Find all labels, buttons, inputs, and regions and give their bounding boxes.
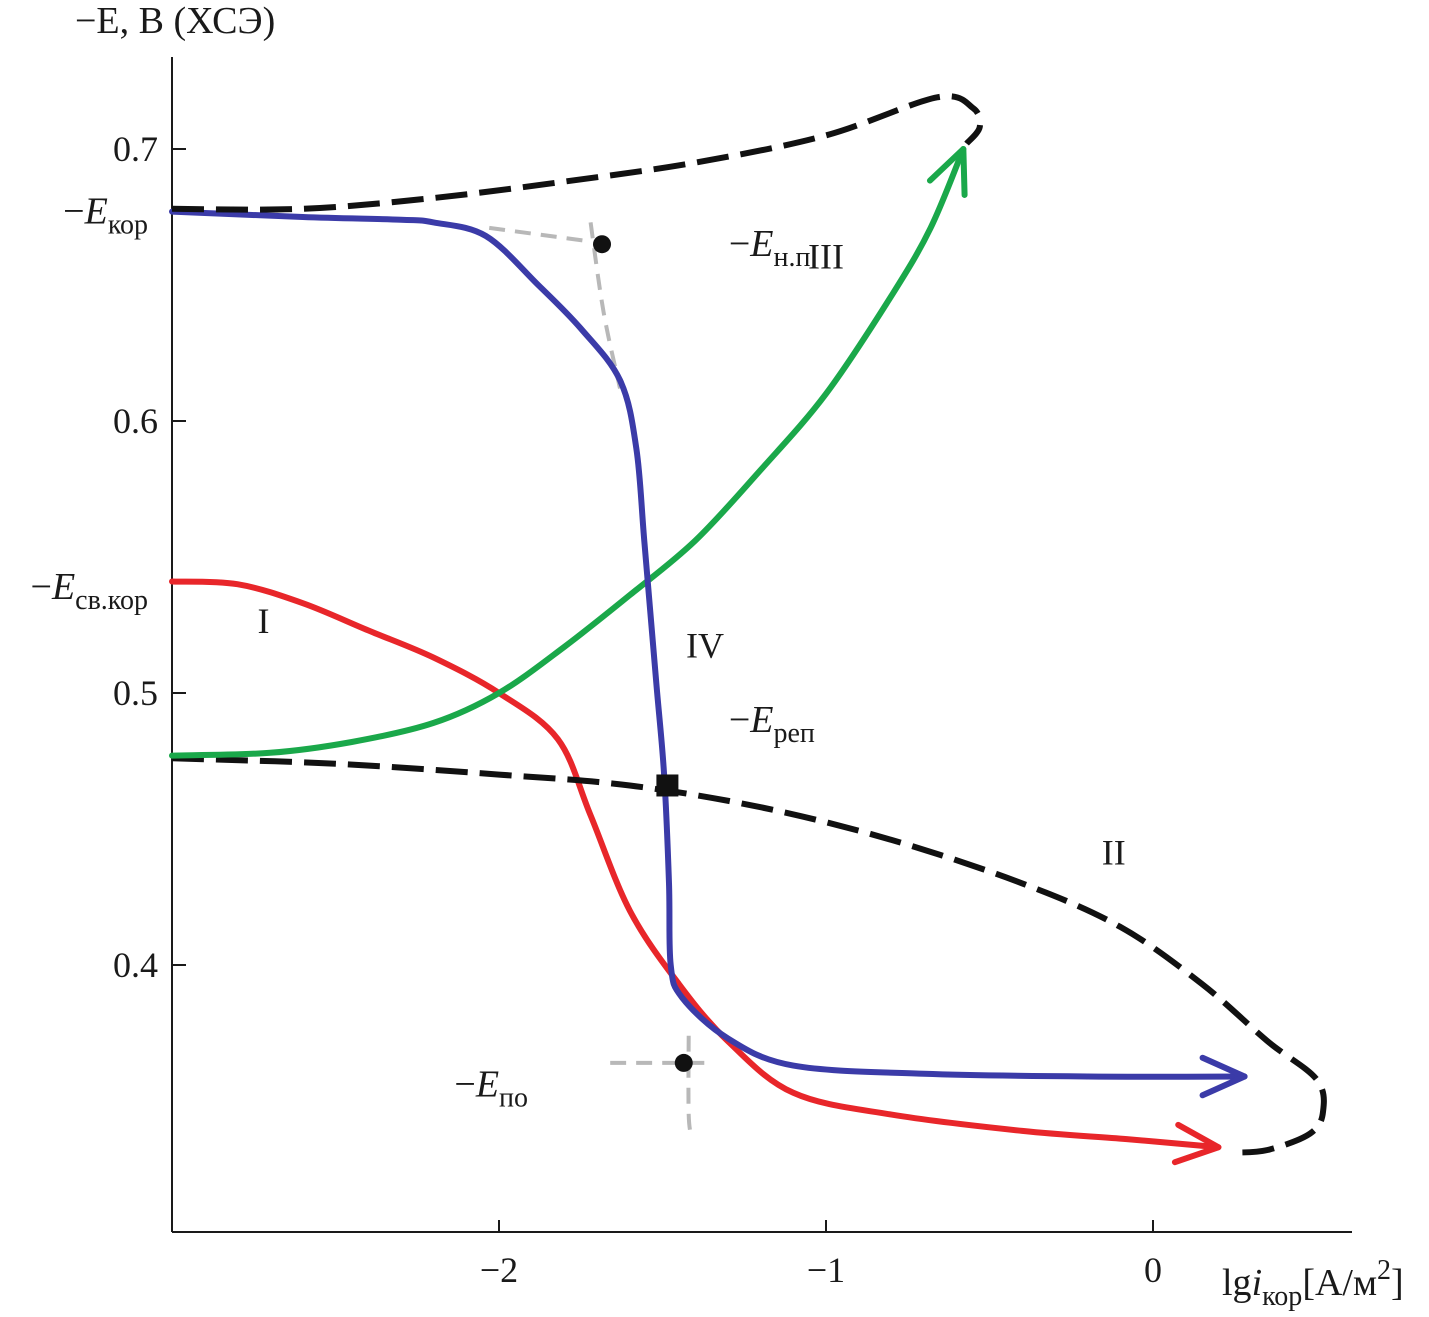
y-tick-label: 0.6 bbox=[113, 401, 158, 441]
series-label-iii: III bbox=[808, 237, 844, 277]
potential-label-prefix: − bbox=[63, 191, 84, 233]
x-axis-title-prefix: lg bbox=[1222, 1262, 1252, 1304]
potential-labels: −Eкор−Eсв.кор bbox=[31, 191, 149, 616]
potential-label-e-sv-kor: −Eсв.кор bbox=[31, 566, 149, 616]
potential-label-prefix: − bbox=[31, 566, 52, 608]
y-tick-label: 0.4 bbox=[113, 945, 158, 985]
x-axis-title-close: ] bbox=[1391, 1262, 1404, 1304]
y-axis-title: −E, В (ХСЭ) bbox=[75, 0, 275, 42]
series-line-i bbox=[169, 578, 1222, 1151]
potential-label-e-kor: −Eкор bbox=[63, 191, 148, 241]
axes: −2 −1 0 0.7 0.6 0.5 0.4 bbox=[113, 57, 1352, 1290]
potential-label-symbol: E bbox=[749, 223, 773, 265]
repassivation-marker bbox=[656, 774, 679, 797]
x-tick-label: −1 bbox=[807, 1250, 845, 1290]
x-axis-title-subscript: кор bbox=[1262, 1281, 1302, 1312]
x-axis-title: lgiкор[А/м2] bbox=[1222, 1255, 1404, 1312]
potential-label-subscript: по bbox=[499, 1083, 528, 1114]
potential-label-e-np: −Eн.п bbox=[729, 223, 811, 273]
arrowhead-iv bbox=[1199, 1054, 1248, 1099]
potential-label-subscript: св.кор bbox=[75, 585, 148, 616]
arrowheads bbox=[926, 146, 1248, 1166]
series-line-iii bbox=[169, 146, 967, 759]
y-tick-label: 0.5 bbox=[113, 673, 158, 713]
series-label-i: I bbox=[258, 601, 270, 641]
arrowhead-i bbox=[1171, 1121, 1222, 1166]
potential-label-prefix: − bbox=[729, 223, 750, 265]
series-line-ii bbox=[171, 755, 1327, 1156]
x-axis-title-symbol: i bbox=[1252, 1262, 1263, 1304]
potential-label-subscript: н.п bbox=[774, 242, 811, 273]
guide-lines bbox=[488, 222, 712, 1140]
series-line-ii-upper bbox=[171, 93, 984, 213]
x-tick-label: −2 bbox=[480, 1250, 518, 1290]
potential-label-symbol: E bbox=[749, 699, 773, 741]
point-marker bbox=[674, 1053, 693, 1072]
annotations: −Eн.п−Eреп−Eпо bbox=[454, 223, 815, 1113]
potential-label-symbol: E bbox=[84, 191, 108, 233]
guide-line bbox=[488, 225, 591, 244]
potential-label-symbol: E bbox=[475, 1064, 499, 1106]
x-axis-title-superscript: 2 bbox=[1377, 1255, 1391, 1286]
arrowhead-iii bbox=[926, 146, 968, 198]
y-tick-label: 0.7 bbox=[113, 129, 158, 169]
series-line-iv bbox=[169, 208, 1248, 1080]
y-ticks: 0.7 0.6 0.5 0.4 bbox=[113, 129, 186, 985]
series-label-iv: IV bbox=[686, 626, 724, 666]
markers bbox=[593, 235, 693, 1072]
x-tick-label: 0 bbox=[1144, 1250, 1162, 1290]
x-axis-title-unit: [А/м bbox=[1302, 1262, 1377, 1304]
potential-label-subscript: реп bbox=[774, 718, 815, 749]
potential-label-symbol: E bbox=[51, 566, 75, 608]
potential-label-subscript: кор bbox=[108, 210, 148, 241]
potential-label-e-rep: −Eреп bbox=[729, 699, 815, 749]
x-ticks: −2 −1 0 bbox=[480, 1220, 1162, 1290]
point-marker bbox=[593, 235, 612, 254]
guide-line bbox=[686, 1035, 694, 1140]
potential-label-prefix: − bbox=[729, 699, 750, 741]
series-layer bbox=[169, 93, 1327, 1156]
series-label-ii: II bbox=[1102, 832, 1126, 872]
potential-label-e-po: −Eпо bbox=[454, 1064, 528, 1114]
guide-line bbox=[588, 222, 622, 389]
potential-label-prefix: − bbox=[454, 1064, 475, 1106]
